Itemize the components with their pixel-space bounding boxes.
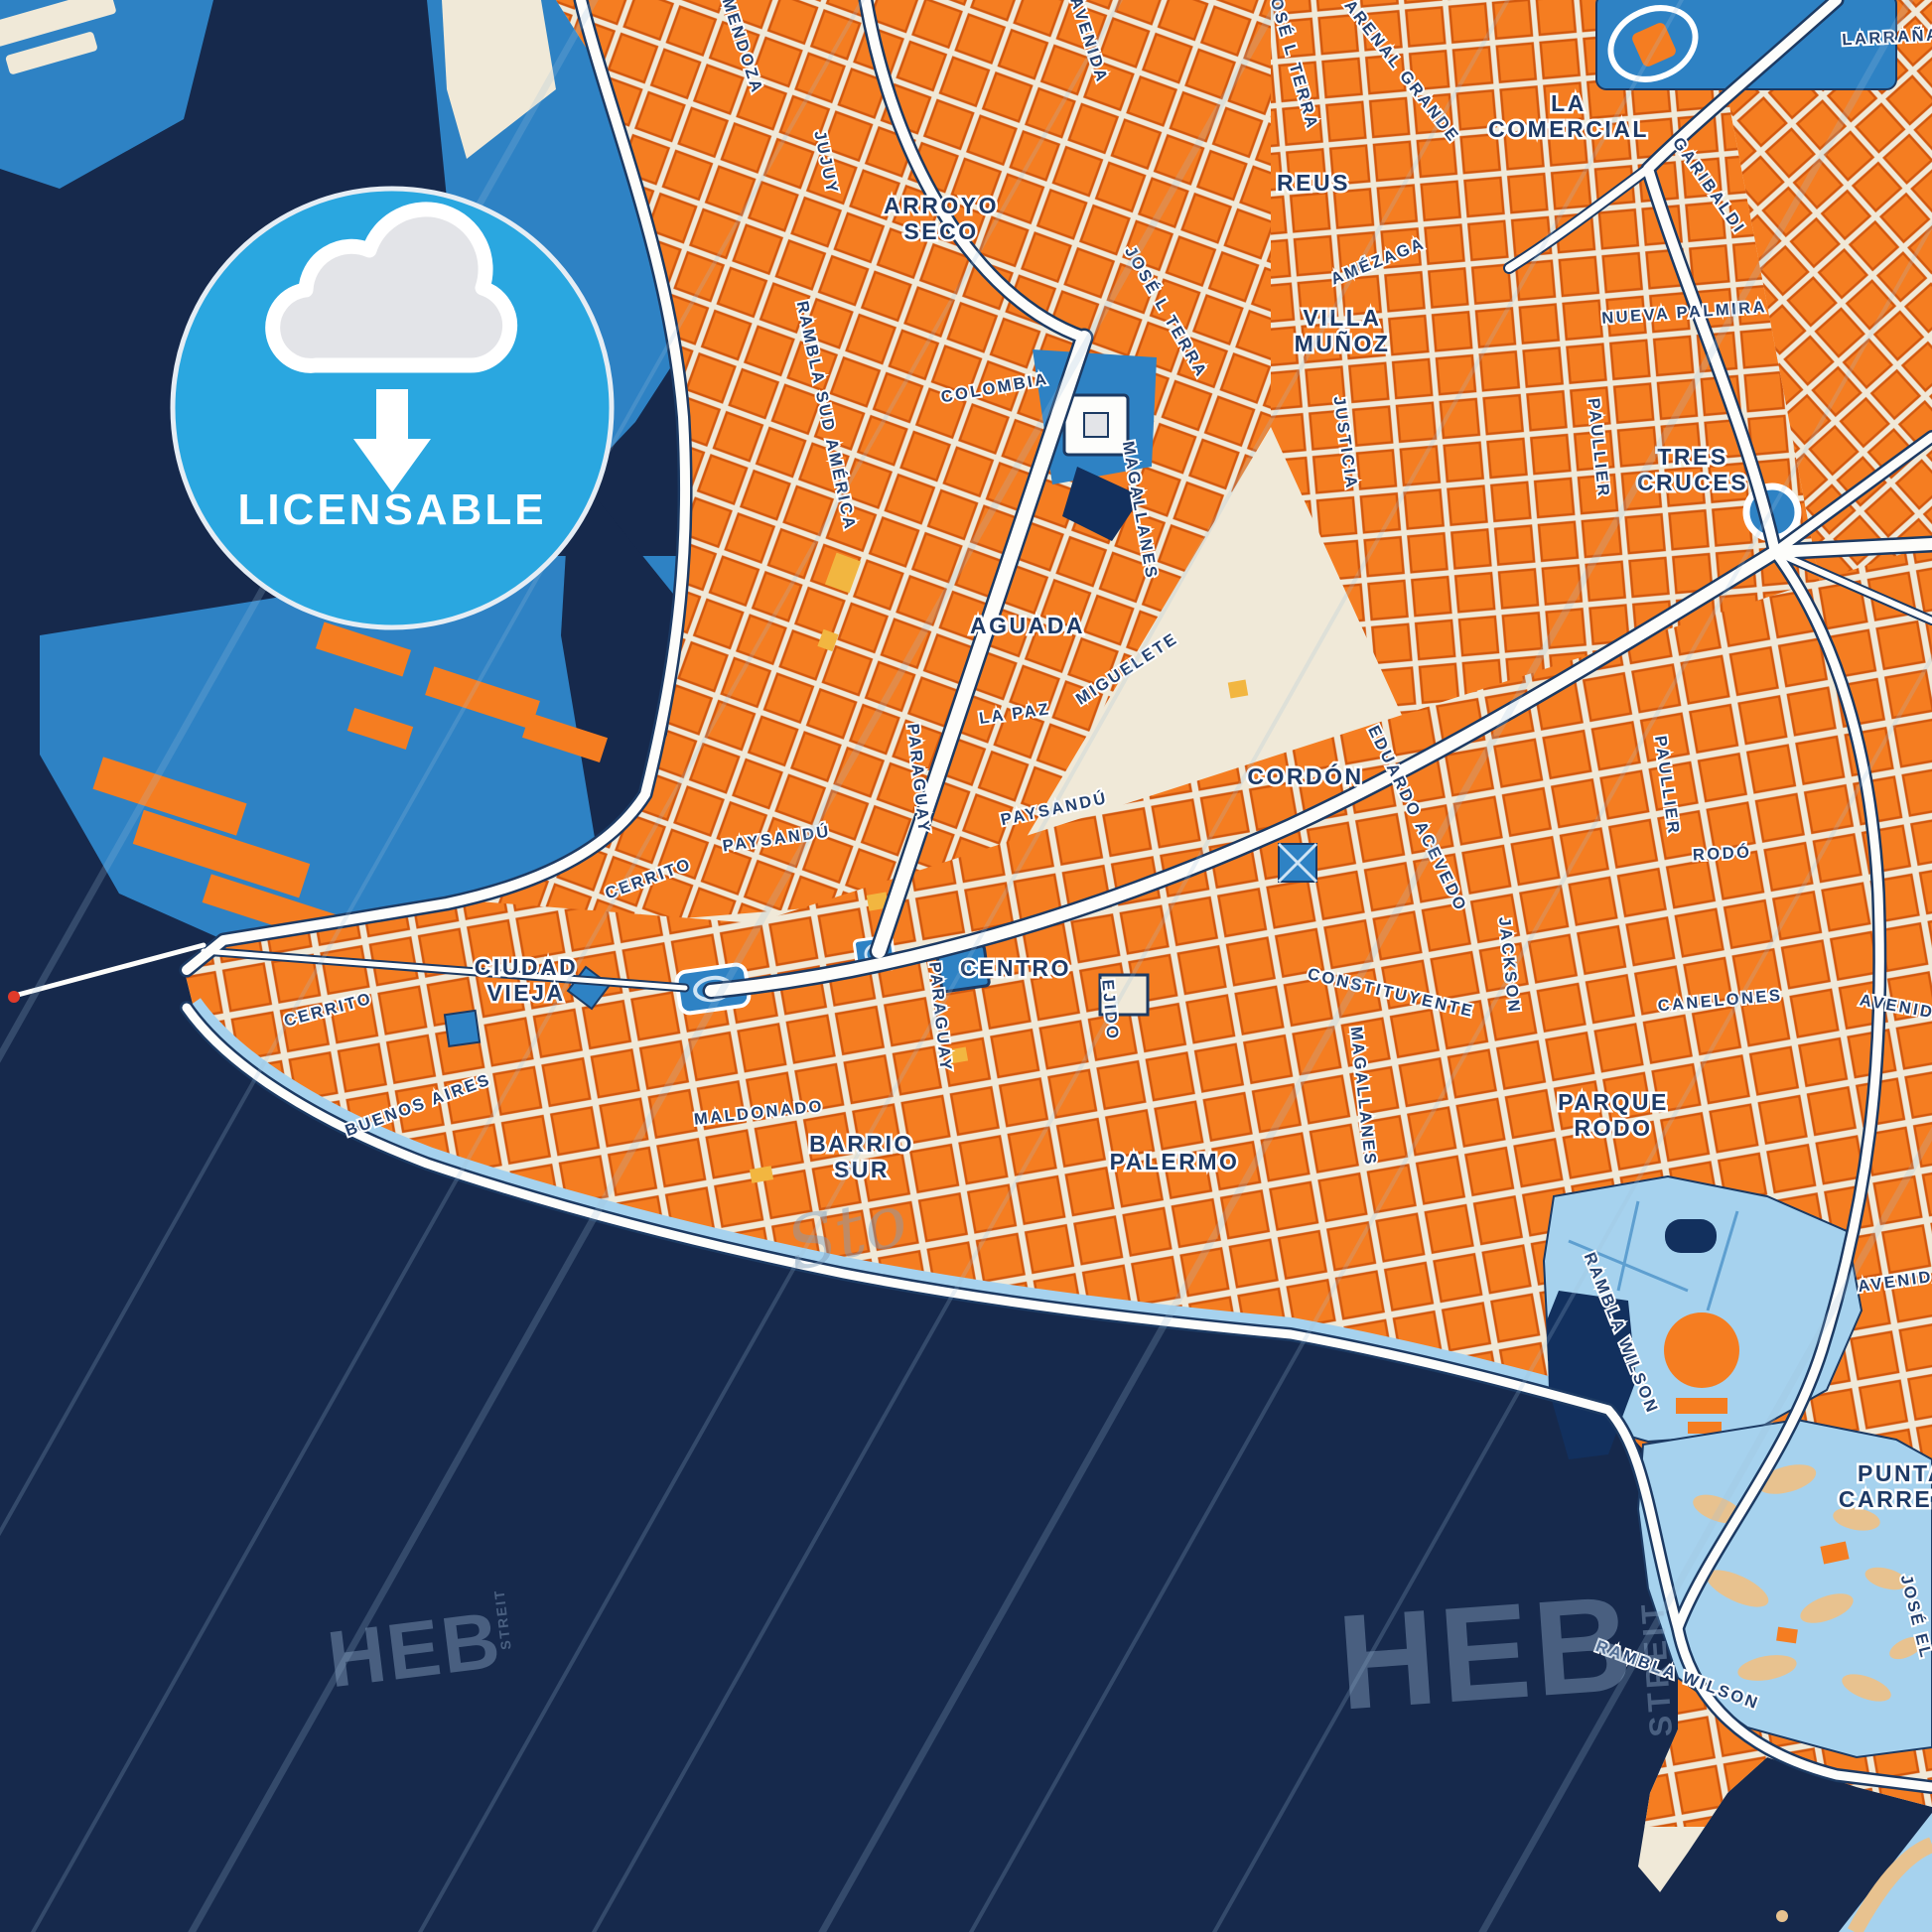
district-label: ARROYO SECO	[884, 193, 999, 244]
district-label: LA COMERCIAL	[1488, 90, 1649, 142]
district-label: PALERMO	[1110, 1149, 1240, 1174]
district-label: PUNTACARRETA	[1839, 1460, 1932, 1512]
intendencia-building	[1098, 973, 1150, 1017]
district-label: VILLA MUÑOZ	[1295, 305, 1391, 356]
cloud-download-icon	[265, 202, 518, 373]
streak-line	[0, 0, 866, 1537]
accent-buildings	[749, 552, 1249, 1183]
district-label: AGUADA	[970, 613, 1085, 638]
download-arrow-icon	[353, 389, 431, 492]
brand-watermark-small: HEB	[323, 1595, 505, 1705]
parks-and-plazas	[443, 0, 1932, 1932]
streak-line	[30, 0, 1124, 1932]
streak-line	[818, 0, 1914, 1932]
district-label: CORDÓN	[1247, 762, 1363, 789]
district-label: TRES CRUCES	[1637, 444, 1748, 495]
brand-watermark-small-sub: STREIT	[490, 1587, 513, 1650]
district-label: CIUDAD VIEJA	[475, 954, 578, 1006]
district-label: BARRIOSUR	[809, 1131, 914, 1182]
streak-line	[1478, 1126, 1932, 1932]
breakwater-beacon	[8, 991, 20, 1003]
licensable-badge: LICENSABLE	[170, 186, 615, 630]
district-label: CENTRO	[960, 955, 1071, 981]
streak-line	[188, 0, 1284, 1932]
streak-line	[968, 220, 1932, 1932]
breakwater	[15, 942, 207, 998]
major-roads	[8, 0, 1932, 1794]
street-label: RODÓ	[1693, 842, 1752, 864]
streak-line	[1211, 653, 1932, 1932]
district-label: REUS	[1277, 170, 1350, 196]
district-labels-layer: ARROYO SECO LA COMERCIAL REUS VILLA MUÑOZ TRES C…	[472, 88, 1932, 1515]
badge-label: LICENSABLE	[237, 485, 546, 534]
golf-course	[1636, 1418, 1932, 1759]
parque-rodo	[1542, 1174, 1863, 1459]
brand-watermark-large: HEB	[1333, 1567, 1640, 1737]
streak-line	[591, 0, 1685, 1932]
streak-line	[417, 0, 1511, 1932]
district-label: PARQUE RODO	[1558, 1089, 1669, 1141]
